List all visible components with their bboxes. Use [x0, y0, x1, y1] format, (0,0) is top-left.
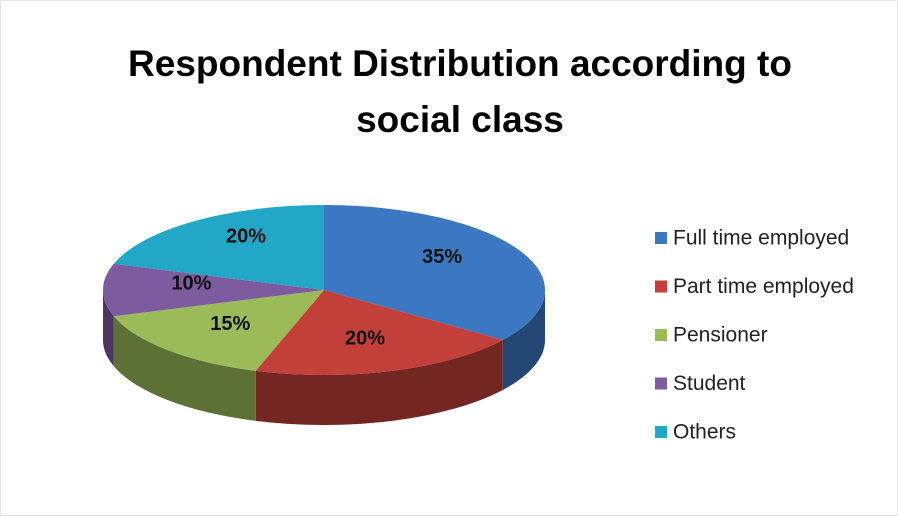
legend-label: Full time employed	[673, 227, 849, 250]
slice	[255, 290, 503, 376]
value-label: 10%	[171, 272, 211, 294]
legend-label: Student	[673, 372, 746, 395]
chart-title: Respondent Distribution according to soc…	[128, 43, 792, 140]
slice	[113, 205, 324, 290]
legend-swatch	[655, 377, 667, 390]
legend-swatch	[655, 280, 667, 293]
legend-swatch	[655, 232, 667, 244]
legend-swatch	[655, 329, 667, 341]
slice-side	[255, 339, 503, 426]
slice-side	[502, 290, 545, 390]
slice	[324, 205, 546, 340]
slice	[113, 290, 324, 371]
legend-swatch	[655, 426, 667, 438]
slice	[102, 263, 325, 317]
value-label: 20%	[345, 327, 385, 349]
legend-label: Pensioner	[673, 324, 768, 347]
legend-label: Part time employed	[673, 275, 854, 298]
value-label: 15%	[210, 313, 250, 335]
legend-label: Others	[673, 421, 736, 444]
value-label: 35%	[422, 246, 462, 268]
slice-side	[113, 316, 256, 421]
slice-side	[103, 290, 114, 367]
value-label: 20%	[226, 226, 266, 248]
